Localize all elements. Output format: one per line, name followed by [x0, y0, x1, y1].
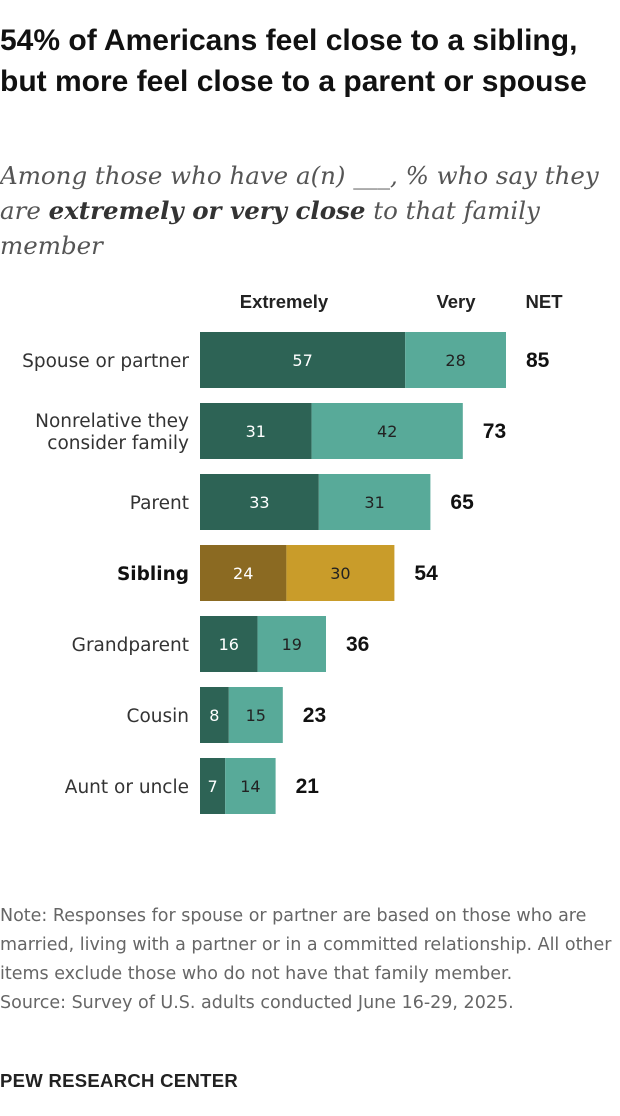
category-label-parent: Parent [130, 493, 189, 514]
stacked-bar-chart: Extremely Very NET Spouse or partner 57 28 85 N… [22, 291, 564, 814]
value-label-extremely-sibling: 24 [233, 564, 253, 583]
category-label-aunt-or-uncle: Aunt or uncle [65, 777, 189, 798]
pew-research-center-logo: PEW RESEARCH CENTER [0, 1070, 238, 1091]
net-label-cousin: 23 [303, 704, 326, 727]
category-label-nonrelative-they-consider-family: consider family [47, 433, 189, 454]
bar-extremely-grandparent [200, 616, 258, 672]
bar-very-aunt-or-uncle [225, 758, 276, 814]
bar-extremely-aunt-or-uncle [200, 758, 226, 814]
net-label-aunt-or-uncle: 21 [296, 775, 320, 798]
category-label-cousin: Cousin [127, 706, 189, 727]
category-label-nonrelative-they-consider-family: Nonrelative they [35, 411, 189, 432]
value-label-very-aunt-or-uncle: 14 [240, 777, 260, 796]
note-text: Note: Responses for spouse or partner ar… [0, 906, 612, 984]
chart-title: 54% of Americans feel close to a sibling… [0, 24, 587, 98]
bar-very-grandparent [257, 616, 326, 672]
net-label-sibling: 54 [414, 562, 438, 585]
net-column-header: NET [526, 291, 564, 312]
subtitle-text-end: to that family member [0, 196, 540, 260]
bar-very-cousin [228, 687, 283, 743]
value-label-extremely-grandparent: 16 [219, 635, 239, 654]
value-label-extremely-aunt-or-uncle: 7 [208, 777, 218, 796]
source-text: Source: Survey of U.S. adults conducted … [0, 993, 514, 1013]
net-label-parent: 65 [450, 491, 474, 514]
value-label-extremely-spouse-or-partner: 57 [292, 351, 312, 370]
net-label-nonrelative-they-consider-family: 73 [483, 420, 506, 443]
bar-very-spouse-or-partner [405, 332, 506, 388]
value-label-extremely-cousin: 8 [209, 706, 219, 725]
legend-extremely: Extremely [240, 291, 329, 312]
value-label-very-cousin: 15 [246, 706, 266, 725]
category-label-spouse-or-partner: Spouse or partner [22, 351, 189, 372]
bar-very-parent [318, 474, 431, 530]
legend-very: Very [436, 291, 476, 312]
value-label-very-spouse-or-partner: 28 [445, 351, 465, 370]
net-label-spouse-or-partner: 85 [526, 349, 550, 372]
bar-extremely-sibling [200, 545, 287, 601]
bar-very-sibling [286, 545, 395, 601]
value-label-very-nonrelative-they-consider-family: 42 [377, 422, 397, 441]
chart-subtitle: Among those who have a(n) ___, % who say… [0, 158, 612, 263]
category-label-grandparent: Grandparent [72, 635, 189, 656]
subtitle-emphasis: extremely or very close [48, 196, 366, 225]
chart-footnote: Note: Responses for spouse or partner ar… [0, 902, 612, 1018]
value-label-very-sibling: 30 [330, 564, 350, 583]
value-label-very-parent: 31 [364, 493, 384, 512]
bar-extremely-parent [200, 474, 319, 530]
bar-extremely-spouse-or-partner [200, 332, 406, 388]
value-label-very-grandparent: 19 [282, 635, 302, 654]
value-label-extremely-parent: 33 [249, 493, 269, 512]
subtitle-text: Among those who have a(n) ___, % who say… [0, 161, 599, 225]
bar-extremely-cousin [200, 687, 229, 743]
bar-extremely-nonrelative-they-consider-family [200, 403, 312, 459]
category-label-sibling: Sibling [117, 564, 189, 585]
net-label-grandparent: 36 [346, 633, 369, 656]
bar-very-nonrelative-they-consider-family [311, 403, 463, 459]
value-label-extremely-nonrelative-they-consider-family: 31 [246, 422, 266, 441]
